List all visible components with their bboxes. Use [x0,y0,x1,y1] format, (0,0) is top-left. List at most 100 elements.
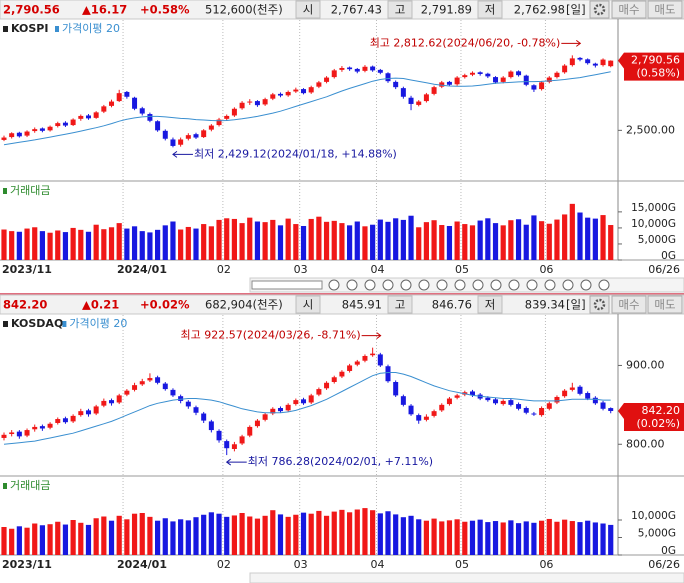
volume-bar [462,521,468,555]
sell-button[interactable] [647,295,683,314]
volume-bar [600,523,606,555]
toolbar-button[interactable] [472,279,484,291]
volume-bar [239,513,245,555]
candle-body [70,415,76,422]
volume-bar [224,218,230,260]
candle-body [1,137,7,140]
volume-bar [93,518,99,555]
candle-body [485,73,491,77]
candle-body [208,421,214,431]
candle-body [339,67,345,70]
candle-body [516,404,522,409]
y-tick-label: 800.00 [626,437,665,450]
toolbar-button[interactable] [436,279,448,291]
candle-body [93,112,99,118]
toolbar-button[interactable] [490,279,502,291]
volume-bar [47,232,53,260]
volume-bar [431,220,437,260]
candle-body [16,431,22,437]
toolbar-button[interactable] [562,279,574,291]
volume-bar [508,520,514,555]
candle-body [585,393,591,399]
candle-body [116,93,122,102]
volume-bar [485,522,491,555]
toolbar-button[interactable] [418,279,430,291]
toolbar-button[interactable] [454,279,466,291]
candle-body [93,406,99,414]
settings-button[interactable] [589,0,610,19]
volume-bar [523,224,529,260]
indicator-label: 가격이평 20 [62,22,120,35]
candle-body [500,77,506,82]
toolbar-button[interactable] [508,279,520,291]
candle-body [592,63,598,66]
volume-bar [362,508,368,555]
candle-body [178,139,184,145]
candle-body [70,119,76,126]
low-arrow-head [225,458,232,466]
toolbar-button[interactable] [580,279,592,291]
volume-bar [162,518,168,555]
candle-body [316,389,322,395]
volume-bar [185,520,191,555]
volume-bar [339,509,345,555]
toolbar-button[interactable] [364,279,376,291]
candle-body [608,60,614,67]
candle-body [147,114,153,121]
toolbar-button[interactable] [382,279,394,291]
candle-body [39,128,45,131]
toolbar-button[interactable] [346,279,358,291]
volume-bar [70,227,76,260]
candle-body [485,397,491,401]
sell-button[interactable] [647,0,683,19]
buy-button[interactable] [611,295,647,314]
candle-body [231,444,237,449]
volume-bar [408,215,414,260]
toolbar-button[interactable] [544,279,556,291]
volume-bar [78,522,84,555]
volume-bar [193,228,199,260]
volume-bar [162,225,168,260]
candle-body [201,413,207,421]
candle-body [500,400,506,405]
volume-bar [323,221,330,260]
candle-body [377,69,383,73]
buy-button[interactable] [611,0,647,19]
volume-bar [339,223,345,260]
toolbar-button[interactable] [598,279,610,291]
x-tick-label: 2024/01 [117,558,167,571]
candle-body [85,410,91,415]
volume-bar [270,219,276,260]
volume-bar [247,516,253,555]
volume-bar [323,515,330,555]
candle-body [531,413,537,415]
scrollbar[interactable] [251,280,323,290]
open-value: 2,767.43 [331,3,382,17]
toolbar-button[interactable] [400,279,412,291]
candle-body [124,91,130,97]
candle-body [608,408,614,411]
candle-body [216,119,222,126]
settings-button[interactable] [589,295,610,314]
candle-body [408,405,414,415]
candle-body [162,130,168,139]
candle-body [400,396,406,405]
candle-body [254,420,260,427]
period: [일] [566,298,586,312]
x-tick-label: 04 [370,263,384,276]
volume-bar [316,510,322,555]
volume-bar [546,518,552,555]
candle-body [469,72,475,75]
volume-bar [224,516,230,555]
toolbar-button[interactable] [526,279,538,291]
volume-bar [101,229,107,260]
volume-icon [3,483,7,489]
toolbar-button[interactable] [328,279,340,291]
candle-body [423,416,429,420]
volume-bar [124,228,130,260]
volume-bar [216,513,222,555]
volume-bar [131,226,138,260]
vol-tick-label: 10,000G [631,218,676,230]
high-note: 최고 922.57(2024/03/26, -8.71%) [181,329,361,342]
high-value: 2,791.89 [421,3,472,17]
